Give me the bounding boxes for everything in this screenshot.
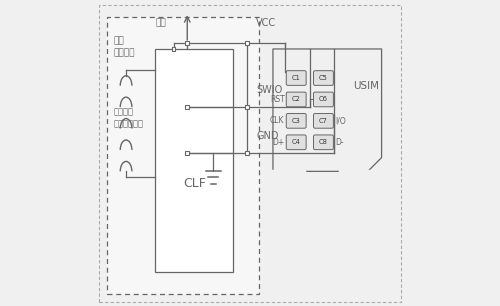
Text: 耦合线圈
（射频天线）: 耦合线圈 （射频天线） [114,107,144,128]
FancyBboxPatch shape [314,114,334,128]
Text: GND: GND [256,131,278,141]
Text: C6: C6 [319,96,328,103]
Text: C1: C1 [292,75,300,81]
FancyBboxPatch shape [314,135,334,150]
Text: I/O: I/O [335,116,346,125]
Bar [155,49,233,272]
FancyBboxPatch shape [286,71,306,85]
FancyBboxPatch shape [314,71,334,85]
Text: 供电: 供电 [156,19,166,28]
Text: C2: C2 [292,96,300,103]
Text: C3: C3 [292,118,300,124]
Text: RST: RST [270,95,284,104]
Text: CLK: CLK [270,116,284,125]
Text: CLF: CLF [184,177,206,190]
Text: C5: C5 [319,75,328,81]
Bar [245,151,249,155]
FancyBboxPatch shape [286,114,306,128]
Bar [245,105,249,109]
Text: C7: C7 [319,118,328,124]
Text: USIM: USIM [354,81,380,91]
Bar [186,41,190,45]
Bar [172,47,175,51]
Bar [186,105,190,109]
FancyBboxPatch shape [286,92,306,107]
Text: SWIO: SWIO [256,85,282,95]
FancyBboxPatch shape [314,92,334,107]
Text: D+: D+ [272,138,284,147]
FancyBboxPatch shape [286,135,306,150]
Bar [186,151,190,155]
Text: VCC: VCC [256,17,276,28]
Bar [245,41,249,45]
Bar [107,17,259,294]
Text: 终端
（手机）: 终端 （手机） [114,37,136,58]
Text: D-: D- [335,138,344,147]
Text: C8: C8 [319,139,328,145]
Text: C4: C4 [292,139,300,145]
